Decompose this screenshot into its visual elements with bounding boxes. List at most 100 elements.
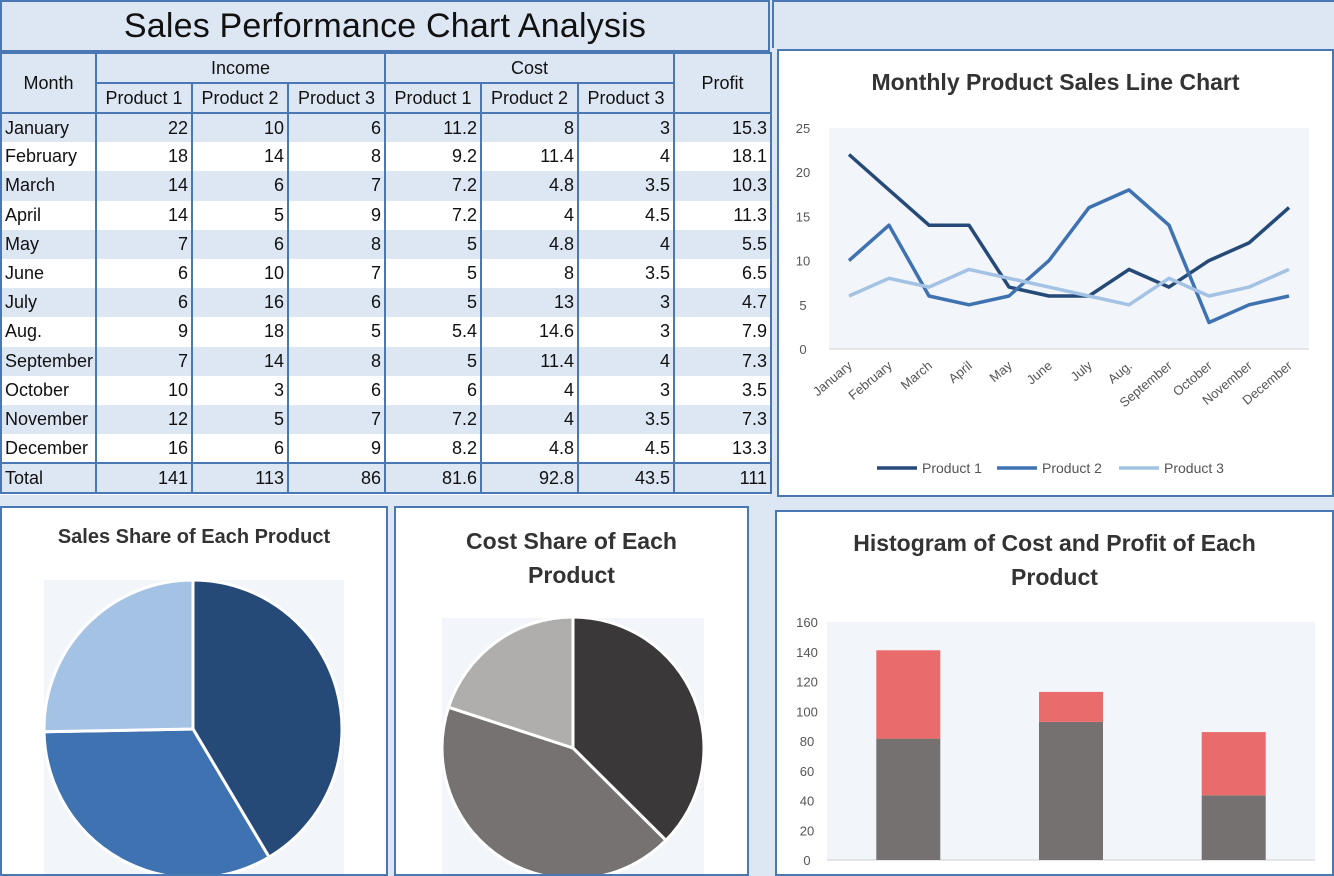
value-cell-c2: 4 [480, 404, 579, 435]
month-cell: January [0, 113, 97, 143]
value-cell-i3: 8 [287, 346, 386, 376]
value-cell-i1: 14 [95, 200, 193, 230]
y-tick-label: 0 [799, 342, 806, 357]
cost-share-title: Cost Share of Each Product [466, 528, 677, 588]
value-cell-c2: 4 [480, 200, 579, 230]
y-tick-label: 5 [799, 298, 806, 313]
value-cell-i1: 16 [95, 434, 193, 464]
value-cell-i1: 7 [95, 346, 193, 376]
page-title: Sales Performance Chart Analysis [123, 6, 647, 45]
value-cell-i1: 14 [95, 171, 193, 201]
table-row: November 12 5 7 7.2 4 3.5 7.3 [0, 404, 773, 435]
table-row: September 7 14 8 5 11.4 4 7.3 [0, 346, 773, 376]
value-cell-i3: 8 [287, 142, 386, 172]
value-cell-c3: 3 [576, 113, 676, 143]
header-cost-product-2: Product 2 [480, 82, 579, 114]
month-cell: March [0, 171, 97, 201]
value-cell-c3: 4 [576, 229, 676, 259]
cost-bar-3 [1201, 795, 1266, 860]
value-cell-c1: 9.2 [384, 142, 482, 172]
month-cell: December [0, 434, 97, 464]
total-label: Total [0, 462, 97, 495]
legend-label: Product 1 [922, 460, 982, 476]
value-cell-profit: 10.3 [673, 171, 773, 201]
value-cell-i2: 3 [191, 375, 289, 405]
value-cell-c2: 13 [480, 288, 579, 318]
y-tick-label: 0 [803, 853, 810, 868]
profit-bar-1 [876, 650, 941, 739]
header-profit: Profit [673, 52, 773, 114]
value-cell-i2: 16 [191, 288, 289, 318]
table-row: January 22 10 6 11.2 8 3 15.3 [0, 113, 773, 143]
value-cell-profit: 15.3 [673, 113, 773, 143]
value-cell-i1: 9 [95, 317, 193, 347]
value-cell-i2: 6 [191, 171, 289, 201]
value-cell-c2: 8 [480, 258, 579, 289]
value-cell-i2: 10 [191, 258, 289, 289]
value-cell-i3: 5 [287, 317, 386, 347]
value-cell-i3: 9 [287, 434, 386, 464]
value-cell-i3: 7 [287, 171, 386, 201]
cost-share-slice-product-1 [571, 615, 706, 843]
table-row: October 10 3 6 6 4 3 3.5 [0, 375, 773, 405]
histogram-title: Histogram of Cost and Profit of Each Pro… [853, 530, 1256, 590]
value-cell-i2: 18 [191, 317, 289, 347]
value-cell-i3: 6 [287, 113, 386, 143]
profit-bar-2 [1039, 691, 1103, 722]
table-row: March 14 6 7 7.2 4.8 3.5 10.3 [0, 171, 773, 201]
x-tick-label: July [1068, 357, 1096, 384]
value-cell-i3: 7 [287, 404, 386, 435]
y-tick-label: 20 [800, 823, 814, 838]
series-line-product-1 [847, 153, 1291, 298]
x-tick-label: May [986, 357, 1015, 385]
cost-bar-1 [876, 738, 941, 860]
month-cell: October [0, 375, 97, 405]
cost-bar-2 [1039, 722, 1103, 860]
header-income: Income [95, 52, 386, 84]
month-cell: November [0, 404, 97, 435]
value-cell-c2: 4 [480, 375, 579, 405]
sales-table: Month Income Cost Profit Product 1 Produ… [0, 52, 773, 495]
value-cell-c2: 4.8 [480, 171, 579, 201]
value-cell-c2: 14.6 [480, 317, 579, 347]
total-row: Total 141 113 86 81.6 92.8 43.5 111 [0, 462, 773, 495]
value-cell-c1: 7.2 [384, 171, 482, 201]
y-tick-label: 140 [796, 645, 818, 660]
line-chart-title: Monthly Product Sales Line Chart [871, 69, 1240, 95]
value-cell-c3: 3 [576, 375, 676, 405]
month-cell: February [0, 142, 97, 172]
x-tick-label: February [845, 357, 895, 402]
value-cell-c1: 11.2 [384, 113, 482, 143]
value-cell-i3: 6 [287, 288, 386, 318]
month-cell: June [0, 258, 97, 289]
value-cell-i2: 14 [191, 346, 289, 376]
total-cell-i2: 113 [191, 462, 289, 495]
value-cell-i2: 6 [191, 434, 289, 464]
value-cell-i1: 10 [95, 375, 193, 405]
value-cell-profit: 6.5 [673, 258, 773, 289]
total-cell-c2: 92.8 [480, 462, 579, 495]
header-income-product-3: Product 3 [287, 82, 386, 114]
cost-share-panel: Cost Share of Each Product [394, 506, 749, 876]
value-cell-profit: 3.5 [673, 375, 773, 405]
month-cell: Aug. [0, 317, 97, 347]
series-line-product-3 [848, 267, 1290, 307]
total-cell-c3: 43.5 [576, 462, 676, 495]
header-month: Month [0, 52, 97, 114]
header-strip [772, 0, 1334, 48]
value-cell-c2: 11.4 [480, 346, 579, 376]
x-tick-label: Aug. [1105, 358, 1135, 387]
value-cell-c1: 7.2 [384, 404, 482, 435]
value-cell-c1: 5 [384, 229, 482, 259]
value-cell-i3: 7 [287, 258, 386, 289]
value-cell-i2: 10 [191, 113, 289, 143]
value-cell-i1: 12 [95, 404, 193, 435]
cost-share-slice-product-2 [440, 705, 669, 874]
x-tick-label: March [898, 358, 935, 393]
month-cell: May [0, 229, 97, 259]
table-row: May 7 6 8 5 4.8 4 5.5 [0, 229, 773, 259]
value-cell-profit: 13.3 [673, 434, 773, 464]
value-cell-c1: 6 [384, 375, 482, 405]
value-cell-i2: 6 [191, 229, 289, 259]
